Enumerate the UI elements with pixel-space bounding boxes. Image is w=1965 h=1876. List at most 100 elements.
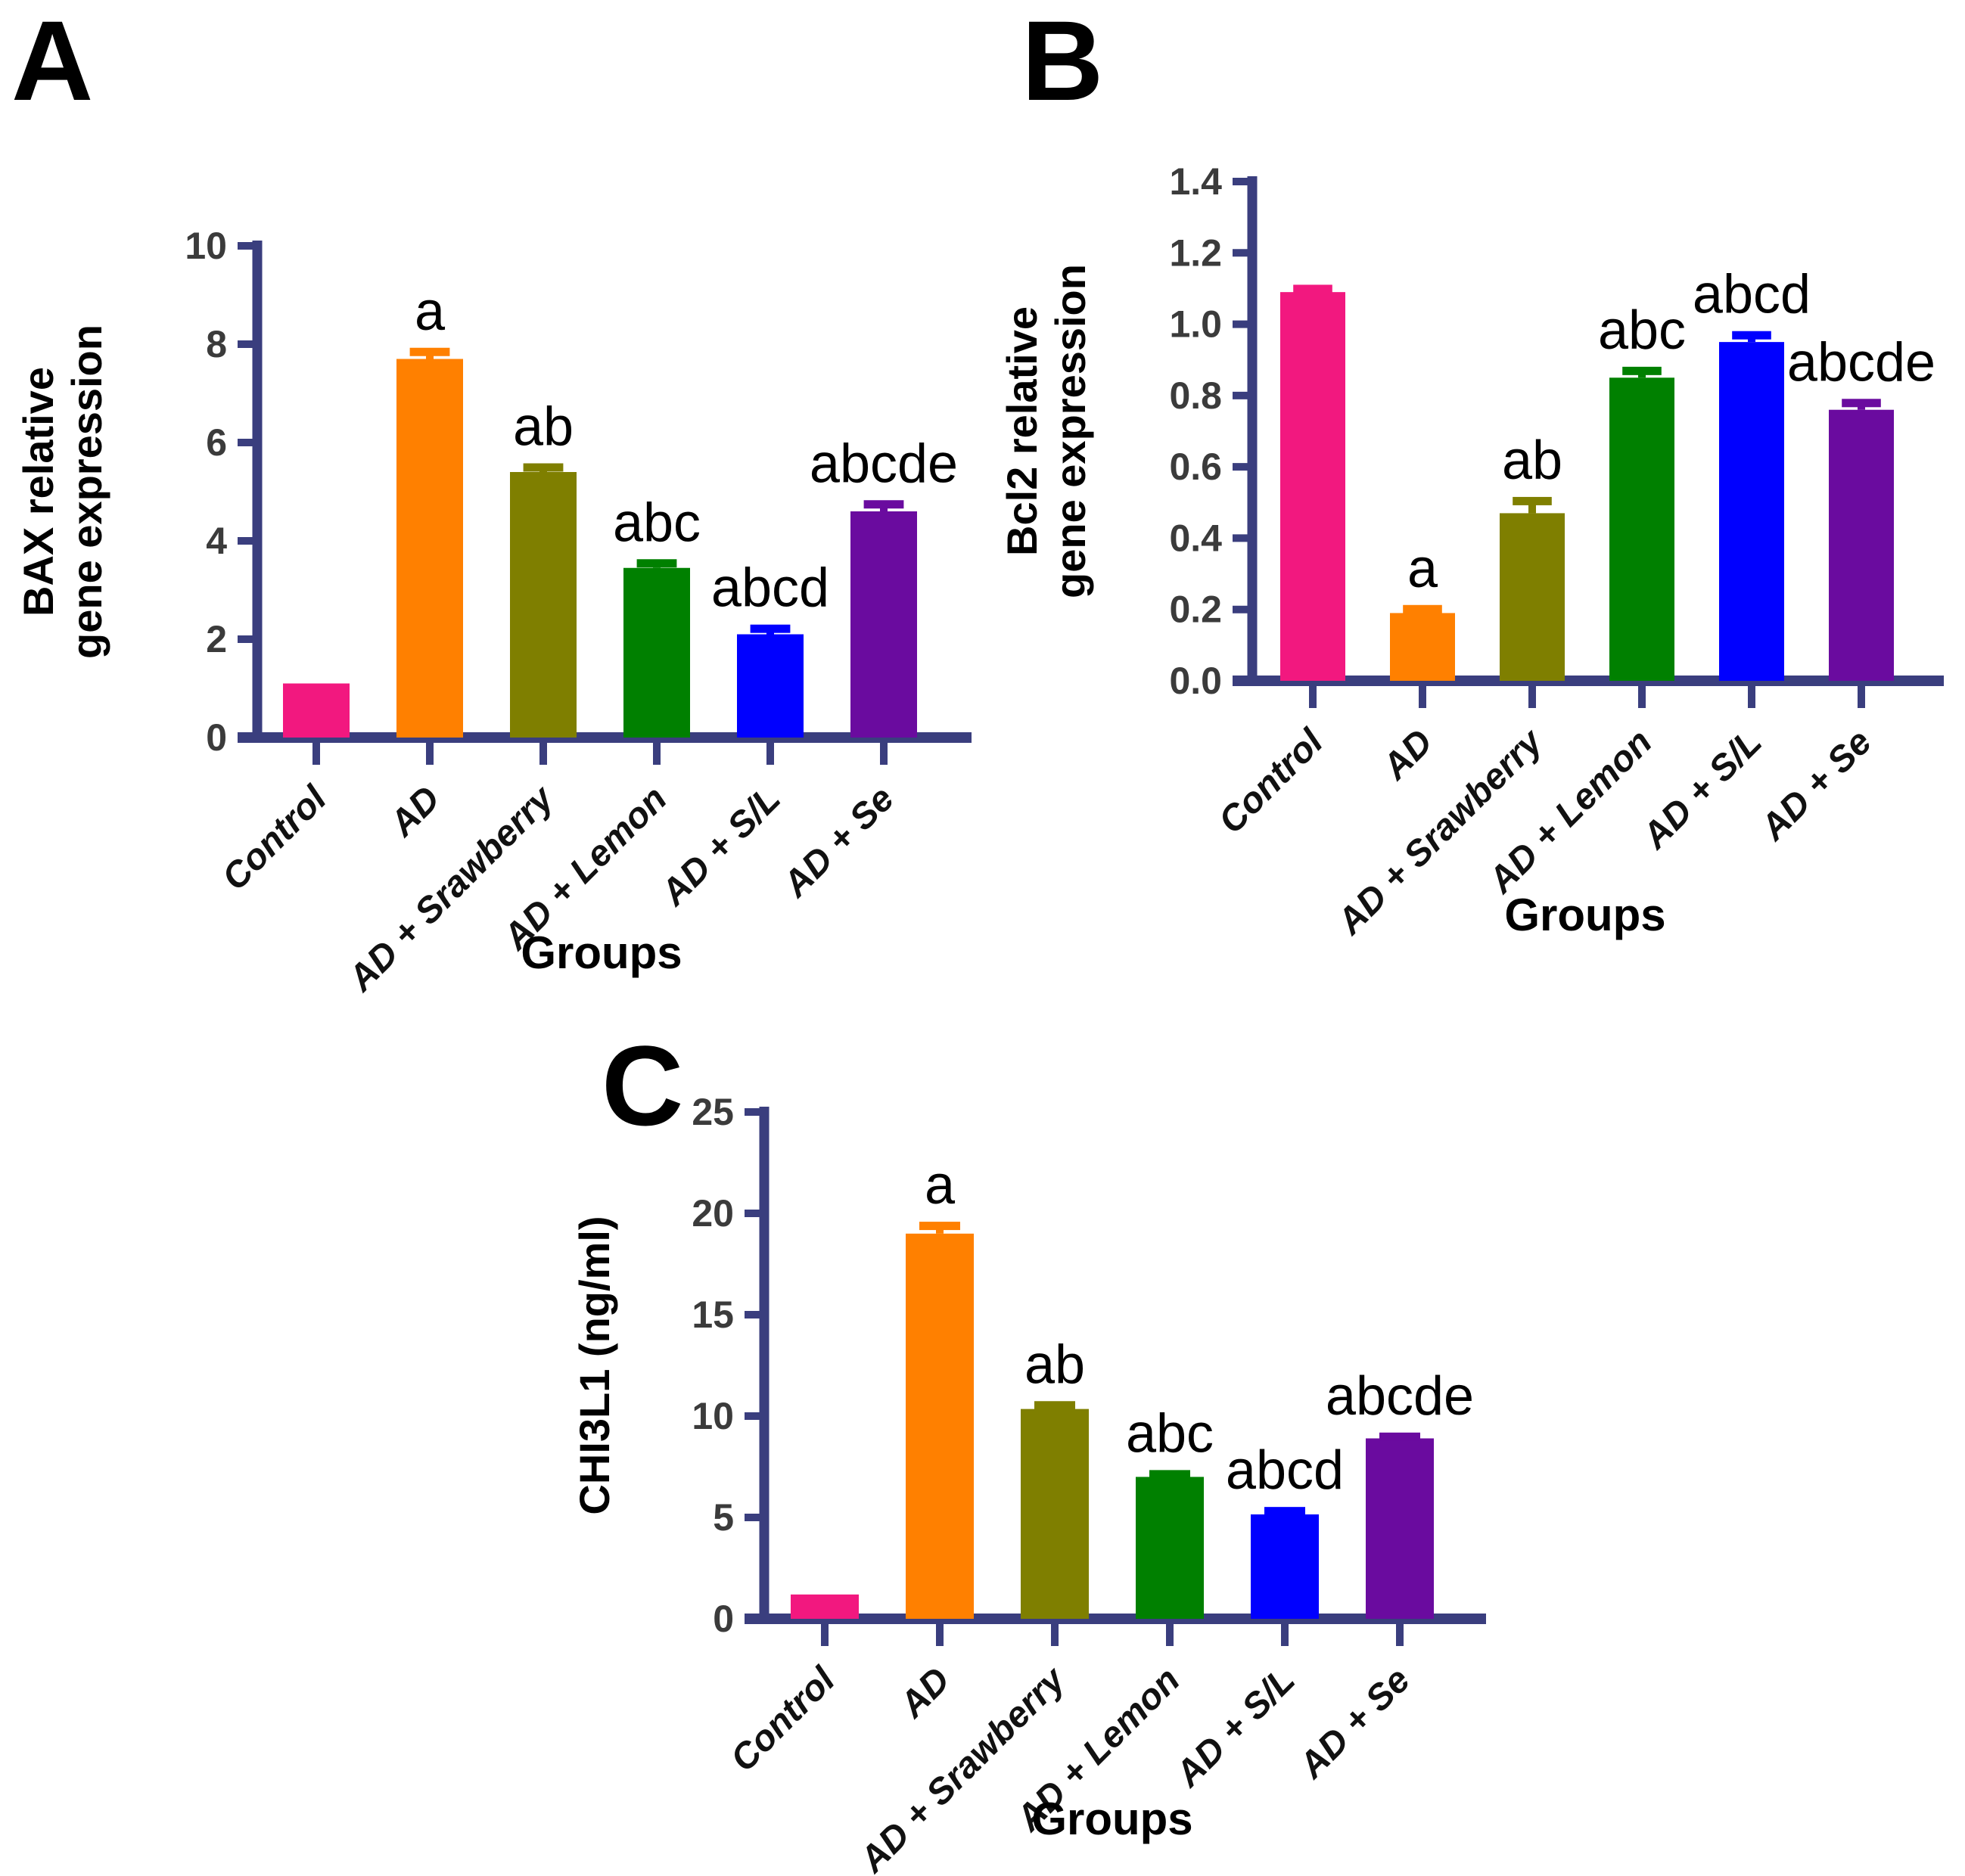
error-bar-cap	[1034, 1401, 1075, 1410]
sig-letter-ad-srawberry: ab	[1502, 430, 1562, 491]
bar-ad-srawberry	[1021, 1409, 1089, 1619]
sig-letter-ad-se: abcde	[810, 433, 958, 494]
x-tick-label-ad-se: AD + Se	[1752, 722, 1879, 848]
bar-control	[1280, 292, 1345, 682]
sig-letter-ad: a	[925, 1155, 956, 1216]
error-bar-cap	[1403, 604, 1442, 613]
y-axis-title-line: gene expression	[63, 325, 110, 659]
sig-letter-ad-lemon: abc	[613, 492, 701, 553]
error-bar-cap	[919, 1222, 960, 1231]
x-tick-label-ad-s-l: AD + S/L	[1634, 722, 1770, 857]
bar-ad-s-l	[1251, 1514, 1319, 1619]
bar-control	[791, 1594, 859, 1619]
x-tick-label-ad-se: AD + Se	[1291, 1660, 1417, 1786]
panel-c-letter: C	[602, 1022, 684, 1149]
bar-ad-se	[1366, 1438, 1434, 1619]
y-tick-label: 15	[692, 1294, 734, 1336]
y-tick-label: 4	[206, 520, 227, 562]
x-tick-label-control: Control	[723, 1659, 844, 1779]
y-tick-label: 0.6	[1169, 446, 1222, 488]
x-tick-label-ad: AD	[1375, 722, 1441, 787]
y-tick-label: 1.4	[1169, 160, 1222, 203]
bcl2-bar-chart: 0.0 0.2 0.4 0.6 0.8 1.0 1.2 1.4 Control a AD ab AD +…	[998, 160, 1944, 943]
y-tick-label: 5	[713, 1496, 734, 1539]
bar-ad-s-l	[737, 634, 804, 738]
x-tick-label-control: Control	[215, 778, 335, 898]
panel-b-letter: B	[1021, 0, 1104, 124]
x-axis-title: Groups	[521, 927, 682, 978]
sig-letter-ad-s-l: abcd	[1693, 265, 1811, 325]
y-tick-label: 1.0	[1169, 303, 1222, 346]
panel-a-letter: A	[11, 0, 94, 124]
y-tick-label: 6	[206, 421, 227, 464]
sig-letter-ad: a	[1407, 539, 1438, 599]
y-tick-label: 0.2	[1169, 589, 1222, 631]
sig-letter-ad-s-l: abcd	[1226, 1440, 1344, 1501]
bar-ad	[906, 1233, 974, 1619]
y-tick-label: 0.4	[1169, 517, 1222, 559]
bar-ad-se	[1829, 409, 1894, 681]
x-axis-title: Groups	[1504, 890, 1665, 940]
error-bar-cap	[1732, 331, 1771, 340]
error-bar-cap	[409, 347, 450, 356]
error-bar-cap	[636, 559, 677, 568]
x-tick-label-ad-s-l: AD + S/L	[1167, 1660, 1303, 1795]
error-bar-stem	[1528, 500, 1536, 514]
y-tick-label: 10	[185, 225, 227, 267]
sig-letter-ad-srawberry: ab	[513, 397, 574, 458]
sig-letter-ad: a	[415, 281, 446, 342]
y-tick-label: 0	[206, 716, 227, 759]
sig-letter-ad-lemon: abc	[1598, 300, 1686, 361]
y-tick-label: 10	[692, 1395, 734, 1437]
x-tick-label-ad: AD	[892, 1660, 958, 1725]
bar-ad-srawberry	[510, 472, 577, 738]
y-tick-label: 1.2	[1169, 231, 1222, 274]
error-bar-cap	[1842, 399, 1881, 408]
error-bar-cap	[1149, 1470, 1190, 1479]
y-axis-title-line: gene expression	[1046, 264, 1094, 598]
plot-area-b: 0.0 0.2 0.4 0.6 0.8 1.0 1.2 1.4 Control a AD ab AD +…	[998, 160, 1944, 943]
error-bar-cap	[523, 463, 564, 472]
sig-letter-ad-se: abcde	[1326, 1366, 1474, 1427]
sig-letter-ad-s-l: abcd	[711, 558, 829, 619]
x-tick-label-control: Control	[1211, 721, 1332, 841]
error-bar-cap	[750, 624, 791, 633]
bar-ad-s-l	[1719, 342, 1784, 681]
error-bar-cap	[1513, 496, 1552, 505]
error-bar-cap	[1622, 366, 1662, 375]
error-bar-cap	[1293, 284, 1332, 294]
y-tick-label: 0.0	[1169, 660, 1222, 702]
y-axis-title-line: Bcl2 relative	[998, 306, 1046, 556]
bar-ad-lemon	[1136, 1477, 1204, 1619]
y-tick-label: 2	[206, 618, 227, 660]
bar-ad	[1390, 613, 1455, 681]
sig-letter-ad-srawberry: ab	[1024, 1334, 1085, 1395]
x-tick-label-ad: AD	[382, 778, 448, 844]
y-tick-label: 20	[692, 1192, 734, 1235]
sig-letter-ad-lemon: abc	[1126, 1403, 1214, 1464]
x-tick-label-ad-se: AD + Se	[775, 778, 901, 905]
y-axis-title-line: BAX relative	[14, 367, 62, 617]
bar-ad	[396, 359, 463, 738]
y-tick-label: 0	[713, 1598, 734, 1640]
y-axis-title-line: CHI3L1 (ng/ml)	[571, 1216, 618, 1514]
x-tick-label-ad-s-l: AD + S/L	[653, 778, 788, 914]
y-tick-label: 0.8	[1169, 374, 1222, 417]
sig-letter-ad-se: abcde	[1787, 332, 1935, 393]
bar-control	[283, 683, 350, 738]
bar-ad-srawberry	[1500, 513, 1565, 681]
bar-ad-se	[850, 511, 917, 738]
x-axis-title: Groups	[1031, 1794, 1192, 1844]
y-tick-label: 8	[206, 323, 227, 365]
error-bar-cap	[863, 500, 904, 509]
error-bar-cap	[1264, 1507, 1305, 1516]
bar-ad-lemon	[1609, 377, 1674, 681]
error-bar-cap	[1379, 1432, 1420, 1441]
y-tick-label: 25	[692, 1091, 734, 1133]
bar-ad-lemon	[623, 567, 690, 738]
